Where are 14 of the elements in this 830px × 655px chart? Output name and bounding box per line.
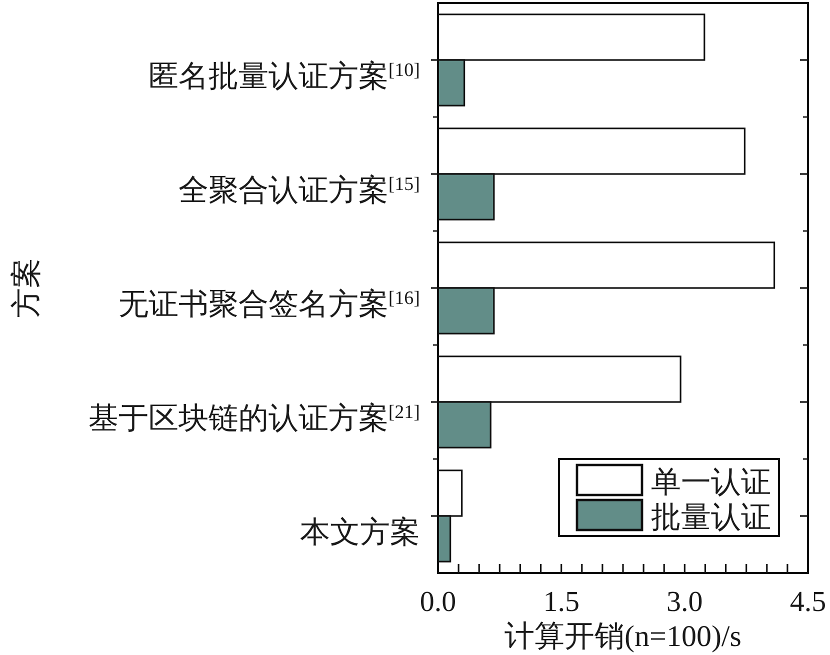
category-label: 匿名批量认证方案$^{[10]}$	[148, 60, 420, 93]
x-tick-label: 0.0	[420, 586, 456, 618]
legend: 单一认证 批量认证	[558, 458, 780, 537]
x-axis-title: 计算开销(n=100)/s	[504, 620, 742, 653]
x-tick-label: 4.5	[790, 586, 826, 618]
x-tick-label: 3.0	[666, 586, 703, 618]
legend-label: 单一认证	[651, 466, 771, 499]
legend-label: 批量认证	[651, 501, 771, 534]
category-label: 无证书聚合签名方案$^{[16]}$	[118, 288, 420, 321]
x-tick-label: 1.5	[543, 586, 580, 618]
category-label: 全聚合认证方案$^{[15]}$	[178, 174, 420, 207]
category-label: 本文方案	[300, 516, 420, 549]
y-axis-title: 方案	[10, 258, 43, 318]
category-label: 基于区块链的认证方案$^{[21]}$	[88, 402, 420, 435]
